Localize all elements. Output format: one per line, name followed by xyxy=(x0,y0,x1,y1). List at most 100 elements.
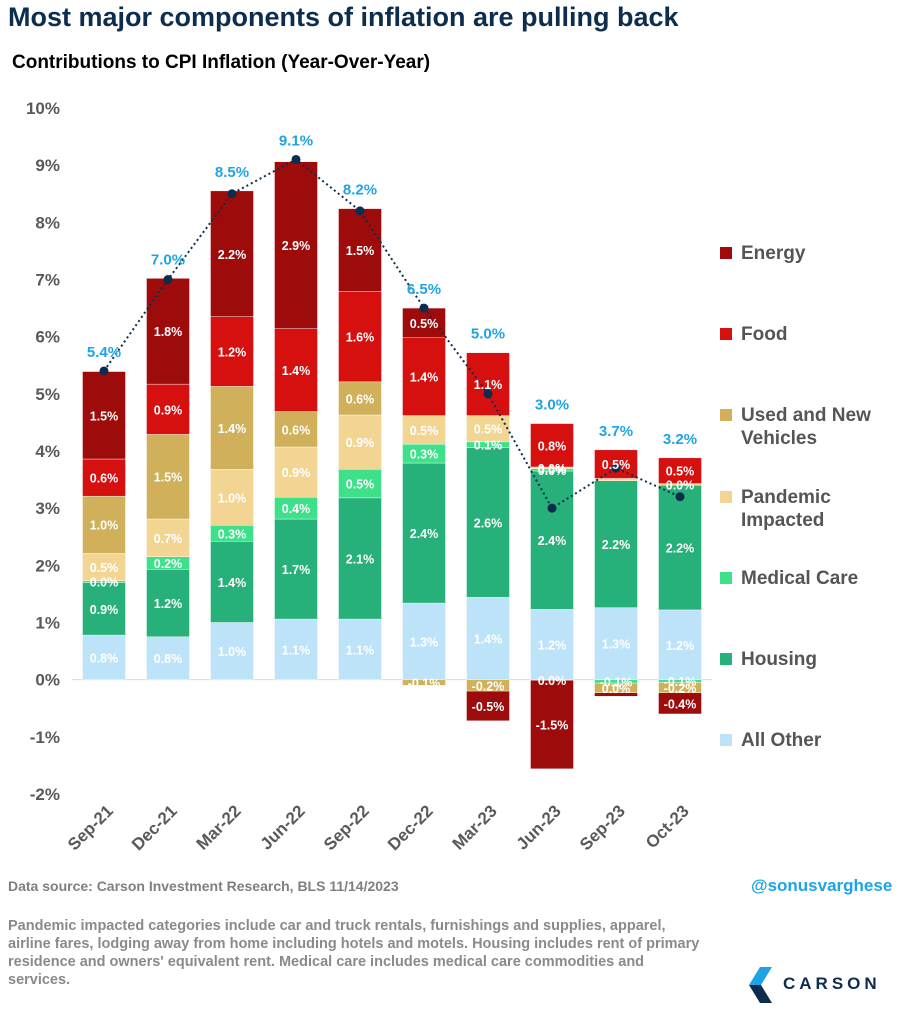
legend-label: Pandemic Impacted xyxy=(741,487,831,531)
bar-segment xyxy=(82,371,126,460)
legend-swatch xyxy=(720,409,732,421)
data-label: -0.1% xyxy=(664,675,697,689)
bar-segment xyxy=(466,352,510,416)
data-label: 0.0% xyxy=(90,576,119,590)
total-cpi-point xyxy=(547,503,557,513)
data-label: -0.1% xyxy=(408,677,441,691)
x-tick-label: Jun-23 xyxy=(513,801,565,853)
total-cpi-point xyxy=(675,492,685,502)
legend-swatch xyxy=(720,653,732,665)
total-cpi-point xyxy=(163,275,173,284)
y-tick-label: 7% xyxy=(35,271,60,290)
bar-segment xyxy=(210,622,254,680)
legend-item: Energy xyxy=(720,242,900,265)
data-label: 0.5% xyxy=(410,424,439,438)
x-tick-label: Sep-21 xyxy=(64,801,117,854)
bar-segment xyxy=(82,495,126,554)
data-label: 0.0% xyxy=(538,462,567,476)
data-label: 0.5% xyxy=(666,465,695,479)
bar-segment xyxy=(210,541,254,623)
data-label: 0.6% xyxy=(282,423,311,437)
data-label: 0.5% xyxy=(474,423,503,437)
data-label: 2.4% xyxy=(538,534,567,548)
data-label: 1.0% xyxy=(90,519,119,533)
data-source-note: Data source: Carson Investment Research,… xyxy=(8,878,399,894)
bar-segment xyxy=(82,634,126,680)
y-tick-label: 8% xyxy=(35,213,60,232)
data-label: 0.9% xyxy=(346,436,375,450)
data-label: 1.4% xyxy=(282,364,311,378)
data-label: 1.5% xyxy=(346,244,375,258)
y-tick-label: 2% xyxy=(35,556,60,575)
bar-segment xyxy=(146,434,190,520)
data-label: 1.2% xyxy=(218,346,247,360)
author-handle[interactable]: @sonusvarghese xyxy=(751,876,893,895)
data-label: 0.1% xyxy=(474,439,503,453)
carson-chevron-logo-icon xyxy=(749,967,772,1003)
legend-item: Housing xyxy=(720,648,900,671)
total-cpi-label: 3.0% xyxy=(535,397,569,414)
bar-segment xyxy=(658,692,702,715)
legend-swatch xyxy=(720,734,732,746)
data-label: 0.0% xyxy=(538,464,567,478)
legend-swatch xyxy=(720,491,732,503)
bar-segment xyxy=(338,208,382,292)
x-tick-label: Sep-23 xyxy=(576,801,629,854)
data-label: 0.3% xyxy=(410,448,439,462)
data-label: 1.2% xyxy=(538,639,567,653)
bar-segment xyxy=(274,328,318,412)
bar-segment xyxy=(146,518,190,557)
data-label: 0.9% xyxy=(282,466,311,480)
y-tick-label: -1% xyxy=(30,728,60,747)
data-label: -0.2% xyxy=(472,679,505,693)
data-label: 0.0% xyxy=(666,478,695,492)
bar-segment xyxy=(274,618,318,680)
legend-swatch xyxy=(720,247,732,259)
x-tick-label: Jun-22 xyxy=(257,801,309,853)
data-label: 1.4% xyxy=(410,371,439,385)
y-tick-label: 4% xyxy=(35,442,60,461)
data-label: 2.2% xyxy=(602,538,631,552)
x-tick-label: Mar-22 xyxy=(193,801,245,853)
total-cpi-label: 9.1% xyxy=(279,132,313,149)
total-cpi-label: 7.0% xyxy=(151,251,185,268)
bar-segment xyxy=(338,469,382,499)
data-label: 1.8% xyxy=(154,325,183,339)
data-label: 1.2% xyxy=(666,639,695,653)
data-label: 0.8% xyxy=(154,652,183,666)
data-label: 1.3% xyxy=(410,635,439,649)
data-label: 0.6% xyxy=(90,472,119,486)
legend-item: All Other xyxy=(720,729,900,752)
chart-subtitle: Contributions to CPI Inflation (Year-Ove… xyxy=(12,52,431,73)
y-tick-label: 0% xyxy=(35,671,60,690)
data-label: 0.9% xyxy=(90,603,119,617)
data-label: 1.1% xyxy=(474,378,503,392)
bar-segment xyxy=(594,480,638,608)
legend-label: Food xyxy=(741,324,788,345)
legend-label: Used and New Vehicles xyxy=(741,405,871,449)
data-label: 0.2% xyxy=(154,557,183,571)
y-tick-label: 9% xyxy=(35,156,60,175)
y-tick-label: 5% xyxy=(35,385,60,404)
total-cpi-point xyxy=(227,189,237,199)
legend-label: Energy xyxy=(741,243,806,264)
bar-segment xyxy=(658,609,702,680)
data-label: 1.0% xyxy=(218,491,247,505)
total-cpi-label: 6.5% xyxy=(407,281,441,298)
total-cpi-point xyxy=(419,303,429,313)
legend-swatch xyxy=(720,572,732,584)
bar-segment xyxy=(274,446,318,498)
bar-segment xyxy=(530,680,574,770)
bar-segment xyxy=(82,582,126,636)
stacked-bar-chart: -2%-1%0%1%2%3%4%5%6%7%8%9%10%Sep-21 Dec-2… xyxy=(26,99,712,854)
bar-segment xyxy=(530,470,574,610)
bar-segment xyxy=(210,386,254,470)
data-label: 0.5% xyxy=(602,458,631,472)
data-label: 1.6% xyxy=(346,331,375,345)
bar-segment xyxy=(82,553,126,581)
total-cpi-point xyxy=(355,206,365,216)
data-label: 2.9% xyxy=(282,239,311,253)
bar-segment xyxy=(402,307,446,339)
data-label: 0.5% xyxy=(410,317,439,331)
bar-segment xyxy=(146,569,190,637)
